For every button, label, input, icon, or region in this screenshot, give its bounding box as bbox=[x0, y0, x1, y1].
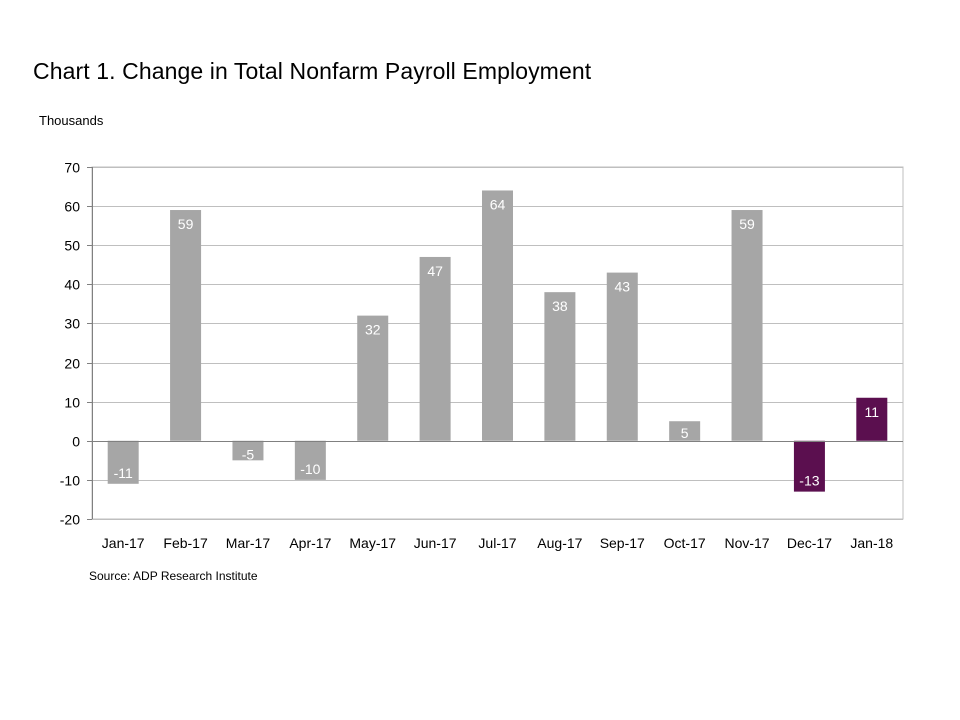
y-tick-label: -10 bbox=[60, 473, 80, 489]
x-tick-label: Dec-17 bbox=[787, 535, 832, 551]
x-tick-label: Jan-17 bbox=[102, 535, 145, 551]
bar-jan-17 bbox=[107, 440, 139, 484]
bar-jul-17 bbox=[482, 190, 513, 441]
y-tick-label: 50 bbox=[64, 238, 80, 254]
bar-sep-17 bbox=[606, 272, 638, 441]
bar-feb-17 bbox=[170, 210, 202, 441]
bar-data-label: 38 bbox=[552, 298, 568, 314]
bar-jun-17 bbox=[419, 256, 451, 441]
bar-data-label: -10 bbox=[300, 461, 320, 477]
y-axis-unit-label: Thousands bbox=[39, 113, 104, 128]
y-tick-label: 70 bbox=[64, 160, 80, 176]
x-tick-label: May-17 bbox=[349, 535, 396, 551]
bar-jan-18 bbox=[856, 397, 888, 441]
bar-nov-17 bbox=[731, 210, 763, 441]
labels: 70 60 50 40 30 20 10 0 -10 -20 -11 Jan-17 59 Feb-17 -5… bbox=[60, 160, 894, 552]
x-tick-label: Aug-17 bbox=[537, 535, 582, 551]
y-tick-label: 30 bbox=[64, 316, 80, 332]
axes bbox=[87, 167, 903, 520]
bar-data-label: 59 bbox=[739, 216, 755, 232]
y-tick-label: 20 bbox=[64, 356, 80, 372]
bar-data-label: 59 bbox=[178, 216, 194, 232]
bar-data-label: 47 bbox=[427, 263, 443, 279]
bar-data-label: 64 bbox=[490, 196, 506, 212]
x-tick-label: Jun-17 bbox=[414, 535, 457, 551]
bar-mar-17 bbox=[232, 440, 264, 461]
bar-data-label: 32 bbox=[365, 322, 381, 338]
bar-aug-17 bbox=[544, 292, 576, 441]
bar-data-label: 5 bbox=[681, 425, 689, 441]
bar-data-label: -13 bbox=[799, 473, 819, 489]
y-tick-label: 0 bbox=[72, 434, 80, 450]
x-tick-label: Oct-17 bbox=[664, 535, 706, 551]
y-tick-label: -20 bbox=[60, 512, 80, 528]
x-tick-label: Mar-17 bbox=[226, 535, 271, 551]
y-tick-label: 10 bbox=[64, 395, 80, 411]
bar-dec-17 bbox=[793, 440, 825, 492]
bar-data-label: -11 bbox=[114, 465, 133, 481]
bar-may-17 bbox=[357, 315, 389, 441]
bar-data-label: -5 bbox=[242, 446, 255, 462]
x-tick-label: Apr-17 bbox=[289, 535, 331, 551]
y-tick-label: 40 bbox=[64, 277, 80, 293]
bars bbox=[107, 190, 888, 492]
bar-apr-17 bbox=[294, 440, 326, 480]
x-tick-label: Jan-18 bbox=[850, 535, 893, 551]
x-tick-label: Jul-17 bbox=[478, 535, 516, 551]
x-tick-label: Sep-17 bbox=[600, 535, 645, 551]
bar-oct-17 bbox=[669, 421, 701, 441]
y-tick-label: 60 bbox=[64, 199, 80, 215]
bar-data-label: 43 bbox=[614, 279, 630, 295]
x-tick-label: Nov-17 bbox=[724, 535, 769, 551]
x-tick-label: Feb-17 bbox=[163, 535, 208, 551]
source-note: Source: ADP Research Institute bbox=[89, 569, 258, 583]
chart-title: Chart 1. Change in Total Nonfarm Payroll… bbox=[33, 58, 592, 84]
bar-data-label: 11 bbox=[865, 404, 880, 420]
